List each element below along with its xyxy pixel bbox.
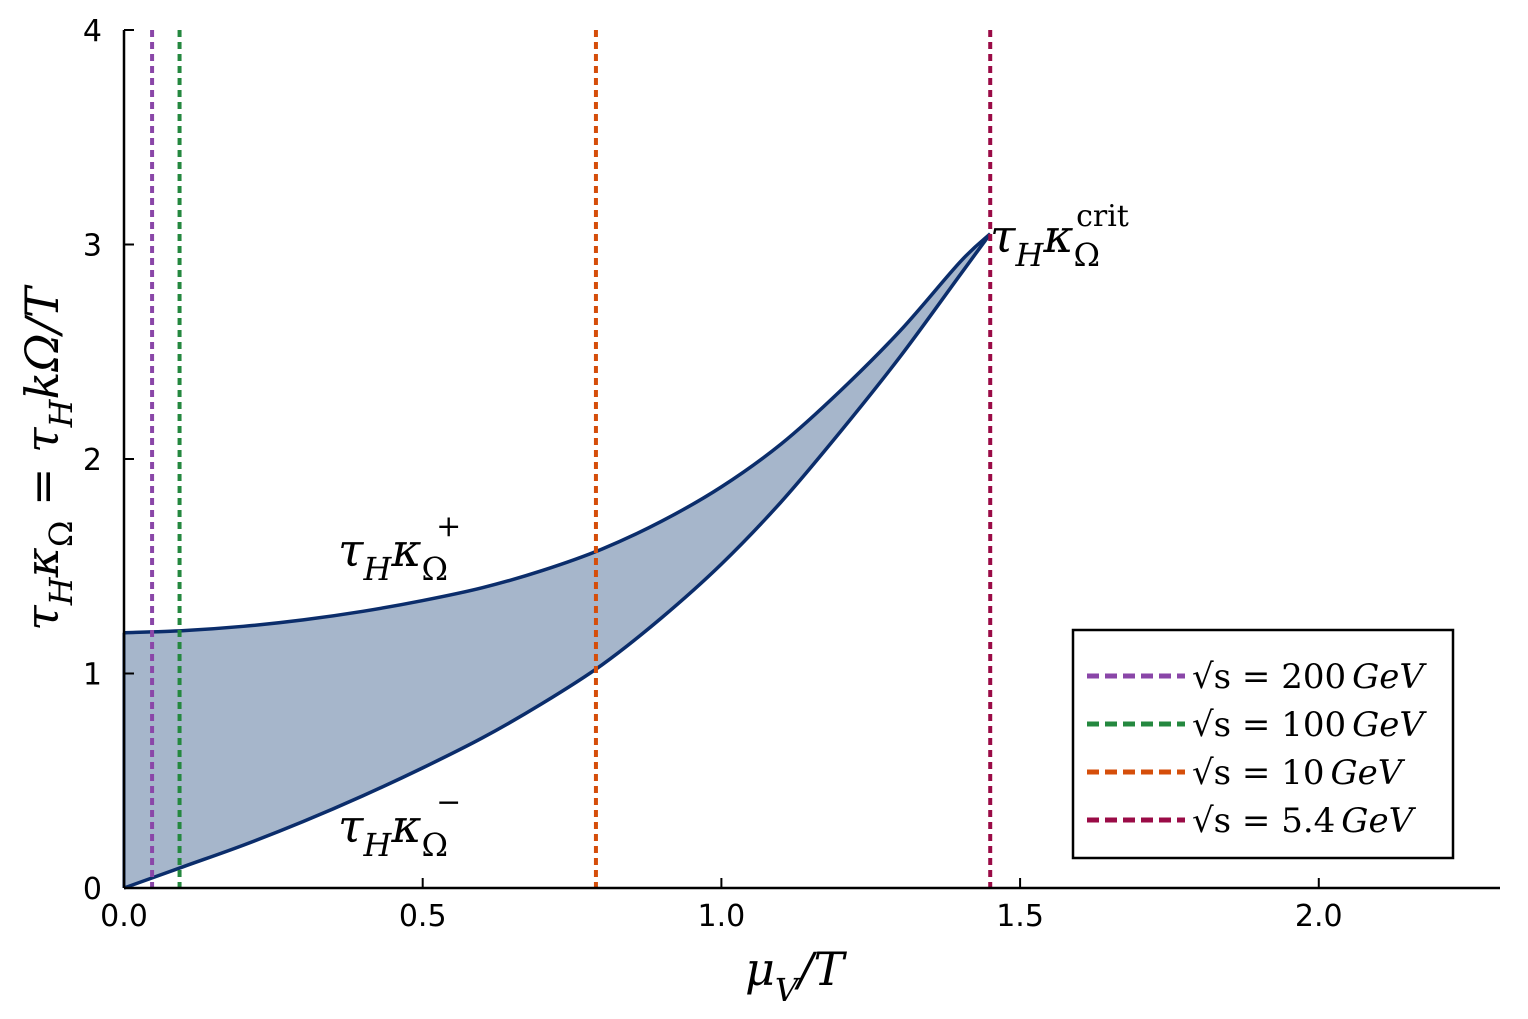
legend-label-prefix-0: √s = <box>1192 657 1281 697</box>
legend-label-unit-0: GeV <box>1352 657 1427 697</box>
legend-label-prefix-1: √s = <box>1192 705 1281 745</box>
band-fill <box>124 233 991 888</box>
x-axis-label-mu: μ <box>745 942 775 996</box>
y-axis-label-tau: τ <box>15 604 69 631</box>
legend-items: √s = 200 GeV√s = 100 GeV√s = 10 GeV√s = 5.4… <box>1087 657 1427 841</box>
legend-label-unit-3: GeV <box>1341 801 1416 841</box>
legend: √s = 200 GeV√s = 100 GeV√s = 10 GeV√s = 5.4… <box>1071 628 1455 860</box>
y-axis-label-kappa: κ <box>15 547 69 578</box>
x-tick-label-2: 1.0 <box>698 899 746 934</box>
vline-layer <box>150 30 993 888</box>
legend-label-value-3: 5.4 <box>1281 801 1335 841</box>
y-axis-label: τHκΩ = τHkΩ/T <box>15 284 80 631</box>
y-axis-label-rest: kΩ/T <box>15 284 69 400</box>
x-tick-label-3: 1.5 <box>996 899 1044 934</box>
annotation-lower: τHκΩ − <box>338 785 461 864</box>
annotation-crit-kappa: κ <box>1042 209 1073 263</box>
y-axis-label-eq: = <box>15 453 69 521</box>
y-tick-label-3: 3 <box>83 229 102 264</box>
annotation-lower-sign: − <box>436 785 461 820</box>
x-axis-label-rest: /T <box>794 942 847 996</box>
tick-layer: 0.0 0.5 1.0 1.5 2.0 0 1 2 3 4 <box>83 14 1343 934</box>
legend-label-0: √s = 200 GeV <box>1192 657 1427 697</box>
x-axis-label: μV/T <box>745 942 848 1009</box>
y-tick-label-2: 2 <box>83 443 102 478</box>
upper-curve <box>123 232 992 635</box>
legend-label-value-1: 100 <box>1281 705 1346 745</box>
legend-label-1: √s = 100 GeV <box>1192 705 1427 745</box>
lower-curve <box>123 232 992 890</box>
y-axis-label-tau2: τ <box>15 426 69 453</box>
annotation-crit-H: H <box>1014 236 1044 274</box>
y-axis-label-kappa-sub: Ω <box>42 521 80 548</box>
legend-label-unit-2: GeV <box>1330 753 1405 793</box>
y-axis-label-tau-sub: H <box>42 576 80 606</box>
annotation-lower-H: H <box>362 826 392 864</box>
annotation-upper-H: H <box>362 550 392 588</box>
x-tick-label-4: 2.0 <box>1295 899 1343 934</box>
legend-label-unit-1: GeV <box>1352 705 1427 745</box>
annotation-upper-kappa: κ <box>390 523 421 577</box>
annotation-upper-omega: Ω <box>422 550 449 588</box>
band-layer <box>122 232 992 890</box>
y-tick-label-0: 0 <box>83 872 102 907</box>
x-tick-label-0: 0.0 <box>100 899 148 934</box>
annotation-upper-tau: τ <box>338 523 365 577</box>
legend-label-prefix-3: √s = <box>1192 801 1281 841</box>
annotation-crit-omega: Ω <box>1074 236 1101 274</box>
annotation-crit-tau: τ <box>990 209 1017 263</box>
legend-box <box>1071 628 1455 860</box>
legend-label-prefix-2: √s = <box>1192 753 1281 793</box>
legend-label-value-0: 200 <box>1281 657 1346 697</box>
annotation-crit-sup: crit <box>1076 199 1129 234</box>
annotation-crit: τHκΩcrit <box>990 199 1129 274</box>
y-tick-label-4: 4 <box>83 14 102 49</box>
annotation-lower-omega: Ω <box>422 826 449 864</box>
annotation-upper-sign: + <box>436 509 461 544</box>
y-axis-label-tau2-sub: H <box>42 398 80 428</box>
annotation-lower-kappa: κ <box>390 799 421 853</box>
y-tick-label-1: 1 <box>83 658 102 693</box>
annotation-upper: τHκΩ + <box>338 509 461 588</box>
x-tick-label-1: 0.5 <box>399 899 447 934</box>
x-axis-label-sub: V <box>775 971 801 1009</box>
annotation-lower-tau: τ <box>338 799 365 853</box>
legend-label-3: √s = 5.4 GeV <box>1192 801 1417 841</box>
legend-label-2: √s = 10 GeV <box>1192 753 1406 793</box>
legend-label-value-2: 10 <box>1281 753 1324 793</box>
